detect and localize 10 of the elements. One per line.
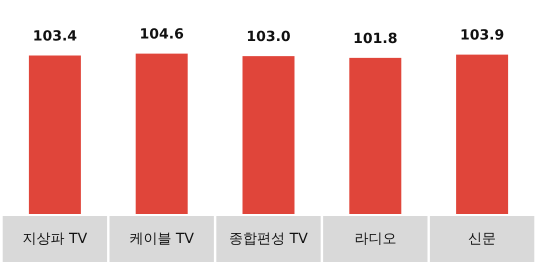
data-label: 104.6 [140, 26, 184, 43]
data-label: 103.4 [32, 28, 78, 44]
data-label: 101.8 [353, 30, 398, 47]
data-label: 103.9 [460, 28, 504, 44]
x-tick-label: 종합편성 TV [229, 231, 308, 247]
x-tick-label: 지상파 TV [22, 231, 88, 247]
x-tick-label: 케이블 TV [129, 231, 194, 247]
data-label: 103.0 [246, 29, 291, 46]
x-tick-label: 라디오 [354, 231, 396, 247]
x-tick-label: 신문 [468, 231, 496, 247]
